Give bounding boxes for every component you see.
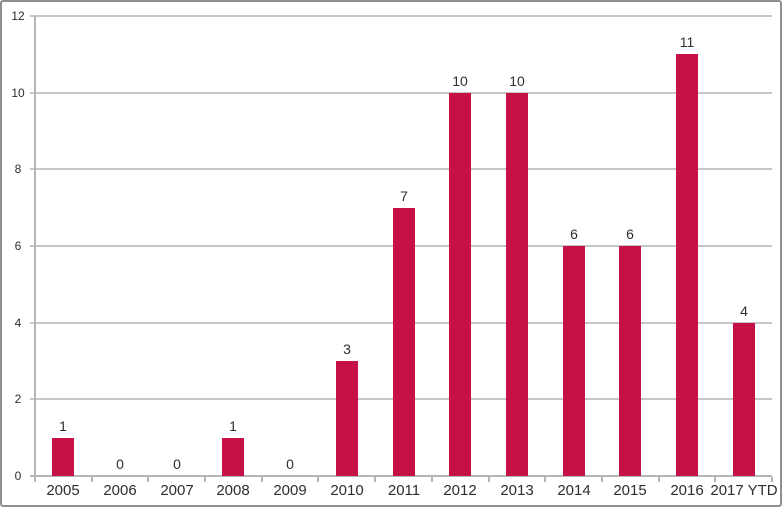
bar-value-label: 0 [116,456,124,472]
x-category-label: 2013 [500,482,534,499]
y-tick-label: 8 [14,162,22,176]
x-category-label: 2015 [613,482,647,499]
bar [619,246,641,476]
gridline [30,92,772,94]
x-axis-tick [431,477,433,482]
bar-value-label: 1 [229,418,237,434]
y-axis-line [34,16,36,476]
x-category-label: 2014 [557,482,591,499]
x-category-label: 2005 [46,482,80,499]
bar [52,438,74,476]
x-category-label: 2007 [160,482,194,499]
bar [563,246,585,476]
bar-value-label: 0 [286,456,294,472]
bar [222,438,244,476]
y-tick-label: 12 [11,9,25,23]
bar [733,323,755,476]
bar [336,361,358,476]
y-tick-label: 0 [14,469,22,483]
x-axis-tick [34,477,36,482]
y-tick-label: 4 [14,316,22,330]
bar-value-label: 1 [59,418,67,434]
bar-value-label: 10 [452,73,468,89]
bar-value-label: 11 [679,34,695,50]
x-axis-tick [488,477,490,482]
bar-value-label: 3 [343,341,351,357]
bar-value-label: 4 [740,303,748,319]
x-category-label: 2016 [670,482,704,499]
bar-value-label: 6 [570,226,578,242]
bar-value-label: 0 [173,456,181,472]
y-tick-label: 2 [14,392,22,406]
x-axis-tick [658,477,660,482]
x-category-label: 2011 [387,482,421,499]
x-category-label: 2010 [330,482,364,499]
bar [449,93,471,476]
x-axis-tick [147,477,149,482]
bar [393,208,415,476]
bar-value-label: 7 [400,188,408,204]
x-axis-tick [261,477,263,482]
x-axis-tick [544,477,546,482]
x-axis-tick [714,477,716,482]
x-axis-tick [91,477,93,482]
x-category-label: 2017 YTD [710,482,778,499]
x-axis-tick [204,477,206,482]
x-axis-line [30,475,772,477]
x-category-label: 2006 [103,482,137,499]
x-axis-tick [374,477,376,482]
y-tick-label: 6 [14,239,22,253]
bar [676,54,698,476]
bar-value-label: 10 [509,73,525,89]
gridline [30,168,772,170]
x-axis-tick [317,477,319,482]
x-category-label: 2012 [443,482,477,499]
bar [506,93,528,476]
x-category-label: 2008 [216,482,250,499]
gridline [30,15,772,17]
bar-value-label: 6 [626,226,634,242]
x-axis-tick [601,477,603,482]
x-axis-tick [771,477,773,482]
x-category-label: 2009 [273,482,307,499]
y-tick-label: 10 [11,86,25,100]
